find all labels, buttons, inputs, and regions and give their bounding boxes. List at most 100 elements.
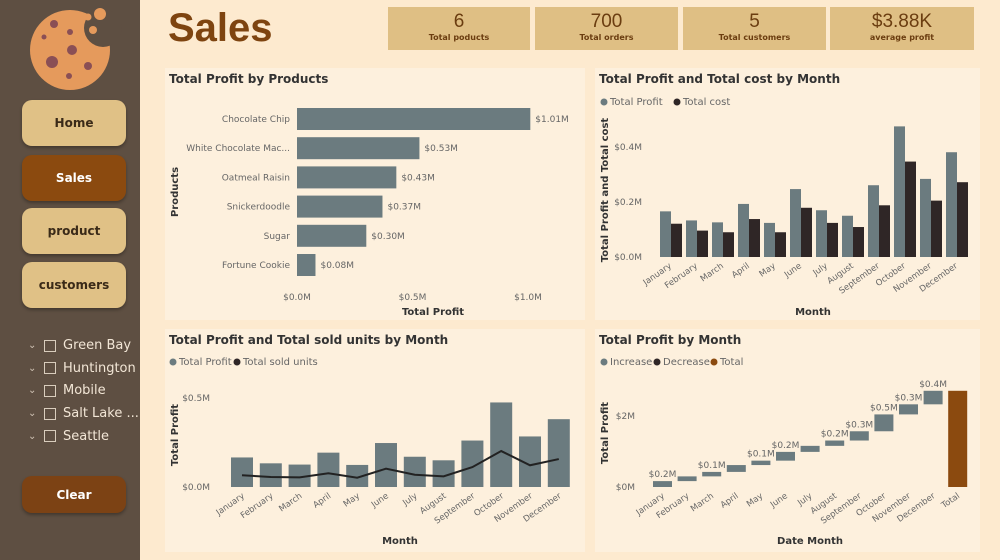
chart-title: Total Profit and Total sold units by Mon… (169, 333, 449, 347)
x-tick-label: June (369, 491, 391, 510)
checkbox[interactable] (44, 384, 56, 397)
data-label: $0.1M (698, 461, 726, 471)
x-tick-label: March (277, 491, 304, 514)
data-label: $0.5M (870, 403, 898, 413)
bar (868, 185, 879, 257)
data-label: $0.4M (919, 380, 947, 390)
bar (816, 210, 827, 257)
chevron-down-icon[interactable]: ⌄ (28, 408, 37, 420)
y-tick-label: Chocolate Chip (222, 115, 290, 125)
kpi-card: 700 Total orders (535, 7, 678, 50)
bar (660, 211, 671, 257)
bar (800, 445, 820, 452)
y-tick-label: White Chocolate Mac... (186, 144, 290, 154)
nav-product-button[interactable]: product (22, 208, 126, 254)
slicer-item[interactable]: ⌄ Huntington (28, 361, 136, 376)
x-tick-label: February (239, 491, 276, 521)
bar (461, 440, 484, 487)
x-tick-label: July (811, 261, 830, 279)
chart-title: Total Profit and Total cost by Month (599, 72, 841, 86)
bar (547, 419, 570, 487)
x-tick-label: May (758, 261, 778, 279)
bar (790, 189, 801, 257)
legend-label: Total (719, 357, 743, 368)
bar (697, 230, 708, 257)
clear-button[interactable]: Clear (22, 476, 126, 513)
bar (827, 222, 838, 257)
bar (957, 182, 968, 257)
data-label: $0.2M (821, 430, 849, 440)
bar (686, 220, 697, 257)
x-tick-label: May (342, 491, 362, 509)
bar (801, 207, 812, 257)
legend-marker-icon (233, 358, 241, 366)
chevron-down-icon[interactable]: ⌄ (28, 430, 37, 442)
data-label: $0.3M (895, 393, 923, 403)
legend-marker-icon (600, 358, 608, 366)
chart-title: Total Profit by Month (599, 333, 742, 347)
kpi-value: 700 (590, 11, 623, 32)
x-axis-title: Month (382, 536, 418, 547)
nav-customers-button[interactable]: customers (22, 262, 126, 308)
y-tick-label: $0.0M (182, 483, 210, 493)
bar (490, 402, 513, 487)
kpi-card: 5 Total customers (683, 7, 826, 50)
y-tick-label: Snickerdoodle (227, 203, 291, 213)
bar (874, 414, 894, 432)
data-label: $0.2M (649, 470, 677, 480)
profit-waterfall-panel: Total Profit by Month (595, 329, 980, 552)
slicer-item[interactable]: ⌄ Mobile (28, 383, 106, 398)
bar (894, 126, 905, 257)
slicer-label: Green Bay (63, 338, 132, 353)
x-tick-label: $0.0M (283, 293, 311, 303)
data-label: $0.43M (401, 173, 435, 183)
bar (751, 460, 771, 466)
sold-units-line (241, 449, 560, 479)
x-tick-label: June (782, 261, 804, 280)
nav-sales-button[interactable]: Sales (22, 155, 126, 201)
slicer-item[interactable]: ⌄ Green Bay (28, 338, 131, 353)
bar (723, 232, 734, 257)
kpi-card: $3.88K average profit (830, 7, 974, 50)
bar (297, 108, 531, 130)
x-tick-label: April (730, 261, 752, 280)
data-label: $0.2M (772, 441, 800, 451)
bar (923, 390, 943, 405)
nav-home-button[interactable]: Home (22, 100, 126, 146)
chevron-down-icon[interactable]: ⌄ (28, 362, 37, 374)
total-bar (948, 390, 968, 487)
bar (259, 463, 282, 487)
bar (375, 443, 397, 487)
chevron-down-icon[interactable]: ⌄ (28, 385, 37, 397)
bar (853, 227, 864, 257)
y-tick-label: $0.4M (614, 143, 642, 153)
slicer-item[interactable]: ⌄ Seattle (28, 429, 109, 444)
checkbox[interactable] (44, 407, 56, 420)
y-tick-label: $2M (616, 412, 635, 422)
checkbox[interactable] (44, 362, 56, 375)
kpi-label: Total customers (718, 33, 791, 42)
bar (899, 404, 918, 415)
y-tick-label: Sugar (264, 232, 291, 242)
bar (288, 464, 311, 487)
checkbox[interactable] (44, 430, 56, 443)
slicer-item[interactable]: ⌄ Salt Lake ... (28, 406, 139, 421)
kpi-card: 6 Total poducts (388, 7, 530, 50)
data-label: $0.1M (747, 450, 775, 460)
checkbox[interactable] (44, 339, 56, 352)
profit-units-panel: Total Profit and Total sold units by Mon… (165, 329, 585, 552)
legend-label: Total sold units (242, 357, 318, 368)
x-axis-title: Total Profit (402, 307, 464, 318)
y-axis-title: Total Profit and Total cost (600, 118, 611, 263)
slicer-label: Salt Lake ... (63, 406, 139, 422)
legend-marker-icon (600, 98, 608, 106)
y-axis-title: Total Profit (170, 404, 181, 466)
chevron-down-icon[interactable]: ⌄ (28, 340, 37, 351)
bar (776, 451, 795, 461)
y-tick-label: Fortune Cookie (222, 261, 290, 271)
y-tick-label: Oatmeal Raisin (222, 173, 290, 183)
x-tick-label: May (745, 491, 765, 509)
bar (738, 203, 749, 257)
slicer-label: Seattle (63, 428, 110, 444)
y-tick-label: $0.5M (182, 394, 210, 404)
